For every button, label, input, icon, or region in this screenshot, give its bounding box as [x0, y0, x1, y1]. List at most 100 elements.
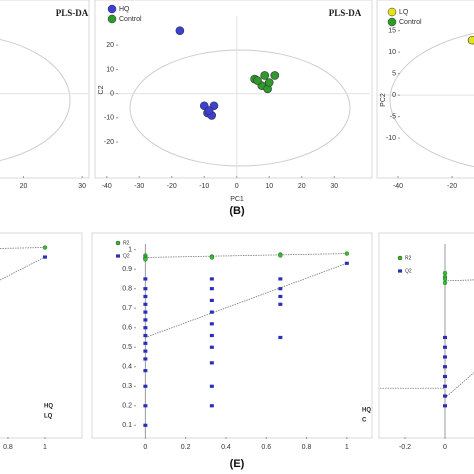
chart-panel: PLS-DA PC1 C2 -40 -30 -20 -10 0 10 20 30 -20 -10 0 10 2…: [97, 4, 370, 203]
legend-marker: [116, 254, 120, 258]
x-tick-label: -40: [393, 183, 403, 190]
point: [209, 333, 214, 338]
y-tick-label: 0.6: [122, 325, 132, 332]
point: [278, 253, 283, 258]
y-tick-label: 0.7: [122, 305, 132, 312]
point: [143, 326, 148, 330]
point: [143, 341, 148, 345]
y-tick-label: 0.1: [122, 422, 132, 429]
x-tick-label: 0.8: [302, 444, 312, 451]
legend-marker: [107, 4, 117, 14]
legend-marker: [398, 269, 402, 273]
point: [443, 404, 447, 408]
point: [143, 357, 148, 361]
confidence-ellipse: [0, 38, 71, 162]
x-tick-label: 10: [265, 183, 273, 190]
x-tick-label: -20: [447, 183, 457, 190]
panel-frame: [378, 232, 474, 439]
y-tick-label: 1: [128, 247, 132, 254]
x-tick-label: 0.8: [3, 444, 13, 451]
panel-frame: [0, 232, 83, 439]
legend-marker: [387, 7, 397, 17]
chart-title: PLS-DA: [329, 8, 362, 18]
legend-label: R2: [123, 240, 130, 246]
x-tick-label: -30: [134, 183, 144, 190]
legend-label: HQ: [119, 6, 130, 13]
point: [253, 76, 262, 85]
x-tick-label: 30: [78, 183, 86, 190]
legend-marker: [397, 255, 403, 261]
point: [442, 270, 448, 276]
chart-title: PLS-DA: [56, 8, 89, 18]
regression-line: [145, 262, 347, 338]
point: [443, 384, 447, 388]
y-tick-label: 0.5: [122, 344, 132, 351]
y-tick-label: -10: [104, 115, 114, 122]
point: [143, 333, 148, 338]
y-tick-label: -20: [104, 139, 114, 146]
chart-panel: 0.8 1 HQ LQ: [0, 245, 53, 451]
legend-marker: [387, 17, 397, 27]
y-tick-label: 0.8: [122, 286, 132, 293]
chart-panel: -0.2 0 R2 Q2: [380, 244, 474, 451]
legend-label: Control: [119, 16, 142, 23]
point: [443, 355, 447, 359]
panel-frame: [0, 0, 90, 179]
x-tick-label: -40: [102, 183, 112, 190]
point: [143, 369, 148, 373]
point: [143, 277, 148, 281]
point: [143, 384, 148, 388]
y-tick-label: 15: [388, 28, 396, 35]
point: [270, 71, 280, 80]
regression-line: [444, 372, 474, 399]
x-tick-label: 0: [143, 444, 147, 451]
point: [209, 345, 214, 349]
point: [209, 287, 214, 291]
x-tick-label: -0.2: [399, 444, 411, 451]
panel-label: (E): [230, 458, 245, 470]
point: [209, 404, 214, 408]
chart-panel: 0 0.2 0.4 0.6 0.8 1 1 0.9 0.8 0.7 0.6 0.5 0.4 0.3 0.2 0…: [115, 240, 371, 451]
point: [143, 423, 148, 427]
annotation: LQ: [44, 414, 53, 420]
point: [443, 394, 447, 398]
legend-marker: [115, 240, 121, 246]
y-tick-label: -10: [386, 135, 396, 142]
point: [42, 245, 48, 250]
point: [278, 302, 283, 306]
y-tick-label: 5: [392, 71, 396, 78]
x-tick-label: 0.6: [261, 444, 271, 451]
y-tick-label: 0.4: [122, 364, 132, 371]
point: [443, 365, 447, 369]
point: [443, 374, 447, 379]
point: [143, 287, 148, 291]
point: [209, 384, 214, 388]
point: [264, 78, 274, 87]
legend-label: Control: [399, 19, 422, 26]
x-tick-label: 0.2: [181, 444, 191, 451]
chart-panel: PC2 -40 -20 15 10 5 0 -5 -10 LQ Control: [378, 7, 474, 190]
x-axis-label: PC1: [230, 196, 244, 203]
y-axis-label: C2: [98, 85, 105, 94]
x-tick-label: -10: [199, 183, 209, 190]
point: [467, 35, 474, 45]
annotation: HQ: [44, 404, 53, 410]
point: [443, 335, 447, 340]
x-tick-label: 0: [235, 183, 239, 190]
point: [209, 361, 214, 365]
x-tick-label: 1: [43, 444, 47, 451]
point: [209, 298, 214, 302]
y-tick-label: 0: [110, 90, 114, 97]
x-tick-label: -20: [167, 183, 177, 190]
regression-line: [145, 253, 347, 258]
panel-frame: [94, 0, 373, 179]
point: [278, 277, 283, 281]
confidence-ellipse: [389, 32, 474, 168]
point: [442, 280, 448, 285]
annotation: C: [362, 418, 367, 424]
point: [344, 251, 349, 256]
point: [278, 287, 283, 291]
y-tick-label: 0.3: [122, 383, 132, 390]
point: [278, 335, 283, 340]
